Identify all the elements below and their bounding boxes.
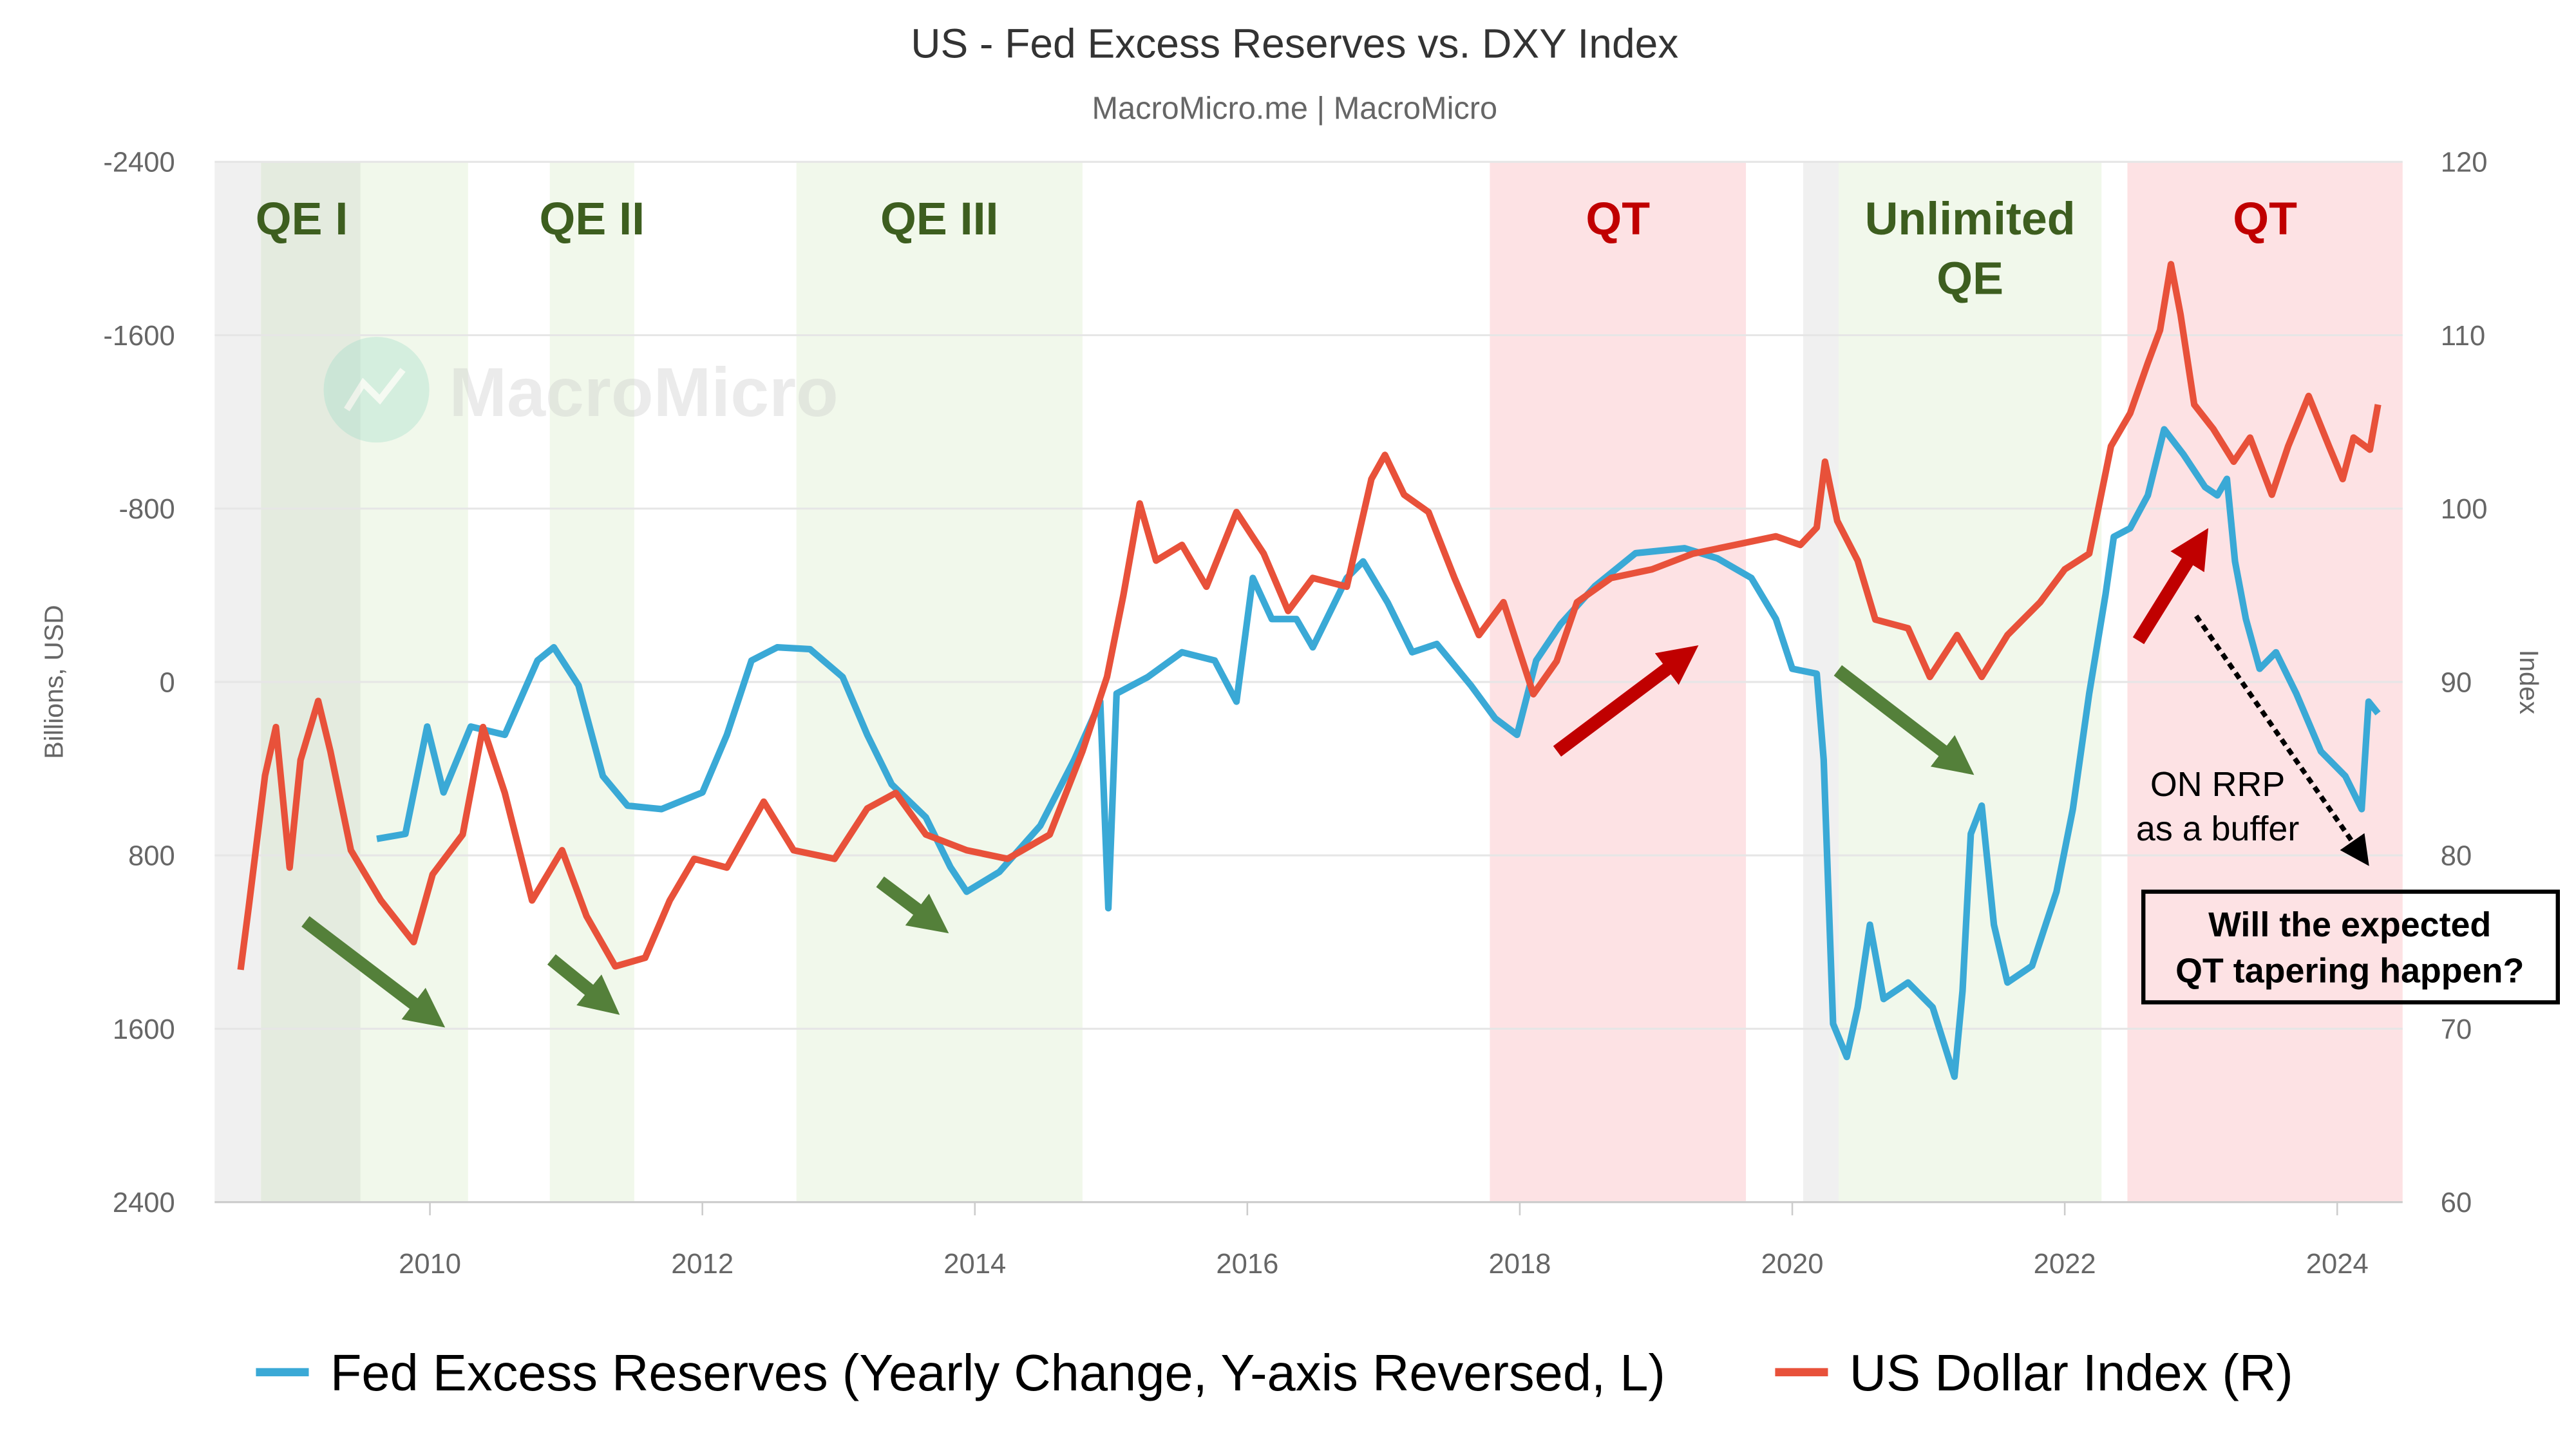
legend-label-dxy: US Dollar Index (R) [1850,1344,2293,1401]
annotation-question-line2: QT tapering happen? [2175,952,2524,990]
watermark-logo-icon [323,337,430,443]
green-arrow-icon [301,916,446,1028]
series-line-fed-excess-reserves [376,426,2381,1080]
annotation-box [2141,889,2561,1005]
region-label: QT [2233,193,2297,245]
red-arrow-icon [2132,528,2209,645]
green-arrow-icon [547,954,620,1015]
y-left-tick-label: 800 [128,841,175,872]
region-labels: QE I QE II QE III QT Unlimited QE QT [256,193,2297,304]
y-right-tick-label: 90 [2441,667,2472,698]
y-left-tick-label: -800 [119,494,175,525]
y-right-tick-label: 60 [2441,1188,2472,1218]
region-label: Unlimited [1865,193,2076,245]
y-axis-left-label: Billions, USD [39,605,68,759]
y-right-tick-label: 110 [2441,321,2485,352]
y-right-tick-label: 70 [2441,1014,2472,1045]
x-tick-label: 2022 [2034,1249,2096,1280]
y-left-tick-label: 0 [160,667,175,698]
y-left-tick-label: 1600 [113,1014,175,1045]
x-tick-label: 2016 [1216,1249,1278,1280]
annotation-question-line1: Will the expected [2208,905,2491,944]
legend: Fed Excess Reserves (Yearly Change, Y-ax… [256,1344,2293,1401]
y-right-tick-label: 80 [2441,841,2472,872]
watermark-text: MacroMicro [449,354,838,431]
chart-title: US - Fed Excess Reserves vs. DXY Index [911,21,1678,67]
region-label: QE I [256,193,348,245]
legend-item-dxy[interactable]: US Dollar Index (R) [1775,1344,2293,1401]
y-right-tick-label: 120 [2441,147,2488,178]
chart-subtitle: MacroMicro.me | MacroMicro [1092,91,1497,126]
region-label: QE [1937,252,2003,304]
x-tick-label: 2010 [399,1249,461,1280]
legend-item-reserves[interactable]: Fed Excess Reserves (Yearly Change, Y-ax… [256,1344,1665,1401]
x-tick-label: 2020 [1761,1249,1824,1280]
red-arrow-icon [1553,645,1699,757]
green-arrow-icon [876,876,949,934]
annotation-on-rrp: ON RRP [2150,765,2285,804]
y-left-tick-label: 2400 [113,1188,175,1218]
dotted-arrow-icon [2194,614,2369,866]
legend-label-reserves: Fed Excess Reserves (Yearly Change, Y-ax… [330,1344,1665,1401]
region-label: QT [1586,193,1650,245]
x-tick-label: 2014 [943,1249,1006,1280]
watermark-logo-chart-icon [344,368,406,412]
axis-ticks: -2400 120 -1600 110 -800 100 0 90 800 80 1600 70 240… [103,147,2487,1280]
x-tick-label: 2024 [2306,1249,2369,1280]
y-axis-right-label: Index [2514,650,2544,715]
y-left-tick-label: -2400 [103,147,175,178]
watermark: MacroMicro [323,337,838,443]
region-label: QE III [880,193,998,245]
series-line-us-dollar-index [237,261,2382,971]
y-right-tick-label: 100 [2441,494,2488,525]
y-left-tick-label: -1600 [103,321,175,352]
x-tick-label: 2012 [671,1249,734,1280]
x-tick-label: 2018 [1488,1249,1551,1280]
annotation-buffer: as a buffer [2136,810,2299,848]
region-label: QE II [540,193,645,245]
green-arrow-icon [1833,665,1975,775]
